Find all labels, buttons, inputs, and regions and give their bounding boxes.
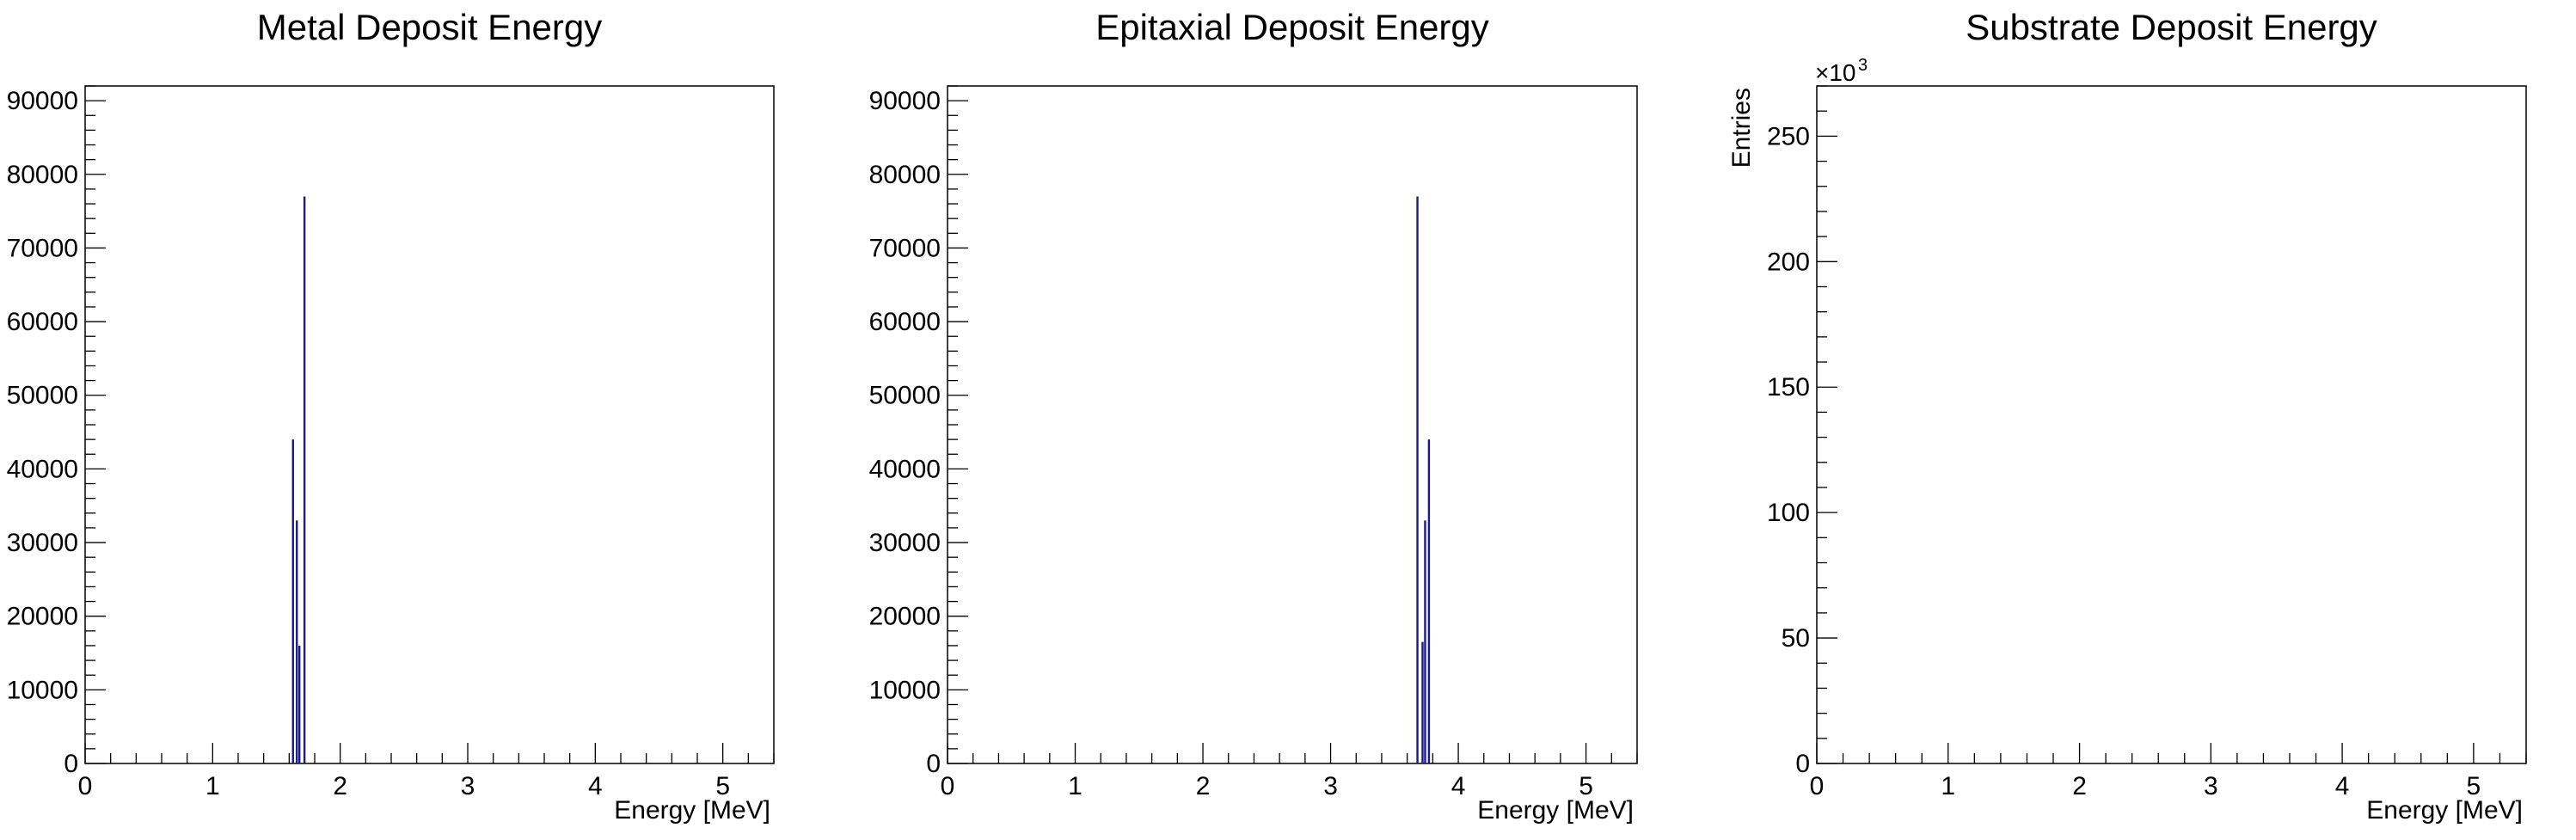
x-tick-label: 4 [588, 772, 603, 800]
y-tick-label: 100 [1767, 499, 1810, 527]
chart-panel-2: Epitaxial Deposit Energy 0 1 2 3 4 5 0 10000 2000… [869, 7, 1638, 825]
y-tick-label: 40000 [869, 455, 941, 483]
y-tick-label: 50 [1782, 624, 1810, 653]
x-tick-label: 0 [941, 772, 955, 800]
x-axis-label: Energy [MeV] [1477, 796, 1634, 825]
y-tick-label: 10000 [7, 676, 78, 704]
y-tick-label: 70000 [869, 234, 941, 262]
y-tick-label: 40000 [7, 455, 78, 483]
x-tick-label: 3 [1323, 772, 1338, 800]
y-axis-label: Entries [1727, 88, 1756, 168]
x-tick-label: 2 [333, 772, 347, 800]
y-tick-label: 20000 [7, 603, 78, 631]
y-tick-label: 0 [1795, 750, 1810, 778]
plot-frame [84, 85, 775, 764]
y-exponent-label: ×10 [1815, 59, 1856, 86]
y-tick-label: 90000 [869, 87, 941, 115]
chart-title: Metal Deposit Energy [257, 7, 603, 47]
y-tick-label: 70000 [7, 234, 78, 262]
x-tick-label: 1 [1941, 772, 1955, 800]
y-tick-label: 80000 [7, 161, 78, 189]
x-tick-label: 5 [715, 772, 730, 800]
y-tick-label: 0 [64, 750, 78, 778]
x-tick-label: 2 [1196, 772, 1211, 800]
x-axis-label: Energy [MeV] [2366, 796, 2523, 825]
y-tick-label: 150 [1767, 373, 1810, 402]
x-tick-label: 2 [2072, 772, 2087, 800]
x-tick-label: 5 [2467, 772, 2481, 800]
x-tick-label: 4 [2335, 772, 2350, 800]
x-tick-label: 4 [1451, 772, 1466, 800]
x-tick-label: 0 [78, 772, 93, 800]
y-tick-label: 0 [926, 750, 941, 778]
y-tick-label: 50000 [7, 382, 78, 410]
y-tick-label: 50000 [869, 382, 941, 410]
y-tick-label: 60000 [869, 308, 941, 336]
chart-title: Epitaxial Deposit Energy [1095, 7, 1489, 47]
y-tick-label: 30000 [869, 529, 941, 557]
y-tick-label: 90000 [7, 87, 78, 115]
y-tick-label: 80000 [869, 161, 941, 189]
chart-panel-1: Metal Deposit Energy 0 1 2 3 4 5 0 10000 20000 300… [7, 7, 775, 825]
x-tick-label: 3 [2204, 772, 2218, 800]
chart-title: Substrate Deposit Energy [1966, 7, 2377, 47]
x-tick-label: 1 [205, 772, 220, 800]
plot-frame [947, 85, 1638, 764]
x-tick-label: 0 [1810, 772, 1825, 800]
x-tick-label: 3 [461, 772, 475, 800]
y-exponent-superscript: 3 [1858, 56, 1868, 75]
y-tick-label: 30000 [7, 529, 78, 557]
y-tick-label: 60000 [7, 308, 78, 336]
y-tick-label: 10000 [869, 676, 941, 704]
x-tick-label: 5 [1579, 772, 1593, 800]
plot-frame [1816, 85, 2527, 764]
y-tick-label: 200 [1767, 248, 1810, 276]
x-tick-label: 1 [1068, 772, 1083, 800]
y-tick-label: 250 [1767, 122, 1810, 150]
y-tick-label: 20000 [869, 603, 941, 631]
x-axis-label: Energy [MeV] [614, 796, 770, 825]
